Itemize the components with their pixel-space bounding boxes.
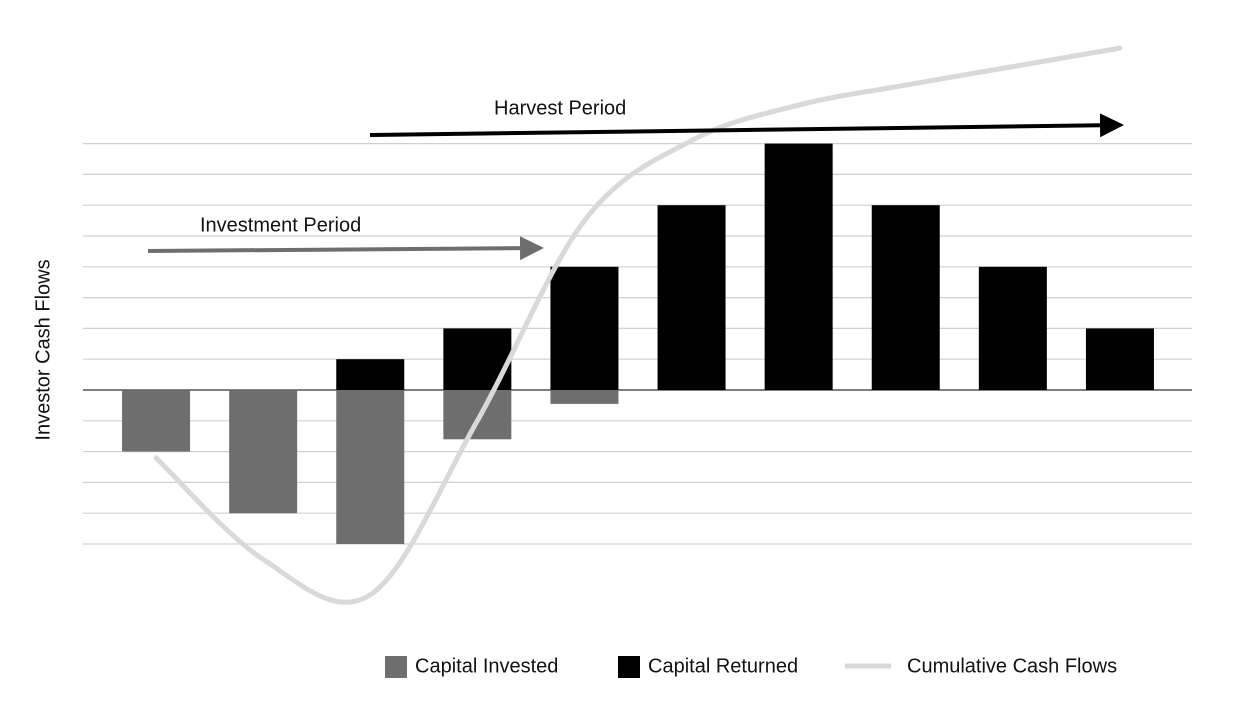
bars <box>122 143 1154 544</box>
harvest-arrow <box>369 113 1124 138</box>
bar <box>122 390 191 452</box>
legend-label: Capital Invested <box>415 655 558 677</box>
lines <box>153 45 1123 605</box>
legend-label: Cumulative Cash Flows <box>907 655 1117 677</box>
bar <box>336 390 405 544</box>
annotation: Harvest Period <box>494 97 626 119</box>
investment-arrow <box>147 236 544 261</box>
bar <box>657 205 726 390</box>
bar <box>336 359 405 390</box>
legend: Capital Invested Capital Returned Cumulati… <box>385 655 1117 678</box>
bar <box>978 266 1047 390</box>
bar <box>1085 328 1154 390</box>
legend-swatch <box>385 656 407 678</box>
legend-label: Capital Returned <box>648 655 798 677</box>
annotation: Investment Period <box>200 214 361 236</box>
legend-swatch <box>618 656 640 678</box>
bar <box>443 390 512 440</box>
bar <box>871 205 940 390</box>
bar <box>229 390 298 514</box>
cumulative-line <box>153 45 1123 605</box>
bar <box>764 143 833 390</box>
bar <box>550 266 619 390</box>
bar <box>550 390 619 404</box>
y-axis-label: Investor Cash Flows <box>32 259 54 440</box>
